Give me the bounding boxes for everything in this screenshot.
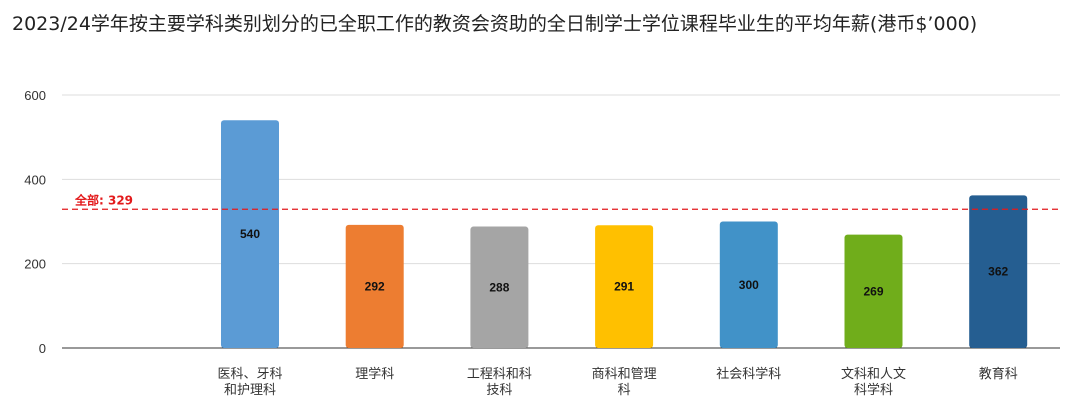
x-category-label: 文科和人文 — [841, 367, 906, 382]
bar — [595, 225, 654, 348]
x-category-label: 社会科学科 — [716, 366, 781, 382]
y-tick-label: 400 — [24, 172, 46, 187]
y-tick-label: 600 — [24, 88, 46, 103]
bar — [719, 221, 778, 348]
data-label: 362 — [988, 265, 1008, 279]
x-category-label: 工程科和科 — [467, 367, 532, 382]
gridlines — [62, 94, 1060, 349]
bar — [470, 226, 529, 348]
data-label: 300 — [739, 278, 759, 292]
x-category-label: 和护理科 — [224, 383, 276, 398]
bar — [221, 120, 279, 348]
x-category-label: 商科和管理 — [592, 367, 657, 382]
bars — [221, 120, 1028, 348]
y-tick-label: 200 — [24, 257, 46, 272]
reference-line-label: 全部: 329 — [74, 192, 133, 207]
x-category-label: 医科、牙科 — [217, 367, 282, 382]
x-category-label: 教育科 — [979, 366, 1018, 382]
bar — [345, 224, 404, 348]
chart-title: 2023/24学年按主要学科类别划分的已全职工作的教资会资助的全日制学士学位课程… — [12, 13, 978, 35]
y-axis-ticks: 0 200 400 600 — [24, 88, 46, 356]
reference-line-group: 全部: 329 — [62, 192, 1060, 210]
x-category-label: 科学科 — [854, 382, 893, 398]
bar — [844, 234, 903, 348]
data-labels: 540 292 288 291 300 269 362 — [240, 227, 1009, 298]
data-label: 288 — [489, 280, 509, 294]
bar — [969, 195, 1028, 348]
data-label: 269 — [863, 284, 883, 298]
data-label: 291 — [614, 280, 634, 294]
x-category-label: 科 — [618, 383, 631, 398]
y-tick-label: 0 — [39, 341, 46, 356]
x-category-label: 理学科 — [355, 366, 394, 382]
x-category-label: 技科 — [486, 383, 512, 398]
data-label: 540 — [240, 227, 260, 241]
data-label: 292 — [365, 279, 385, 293]
